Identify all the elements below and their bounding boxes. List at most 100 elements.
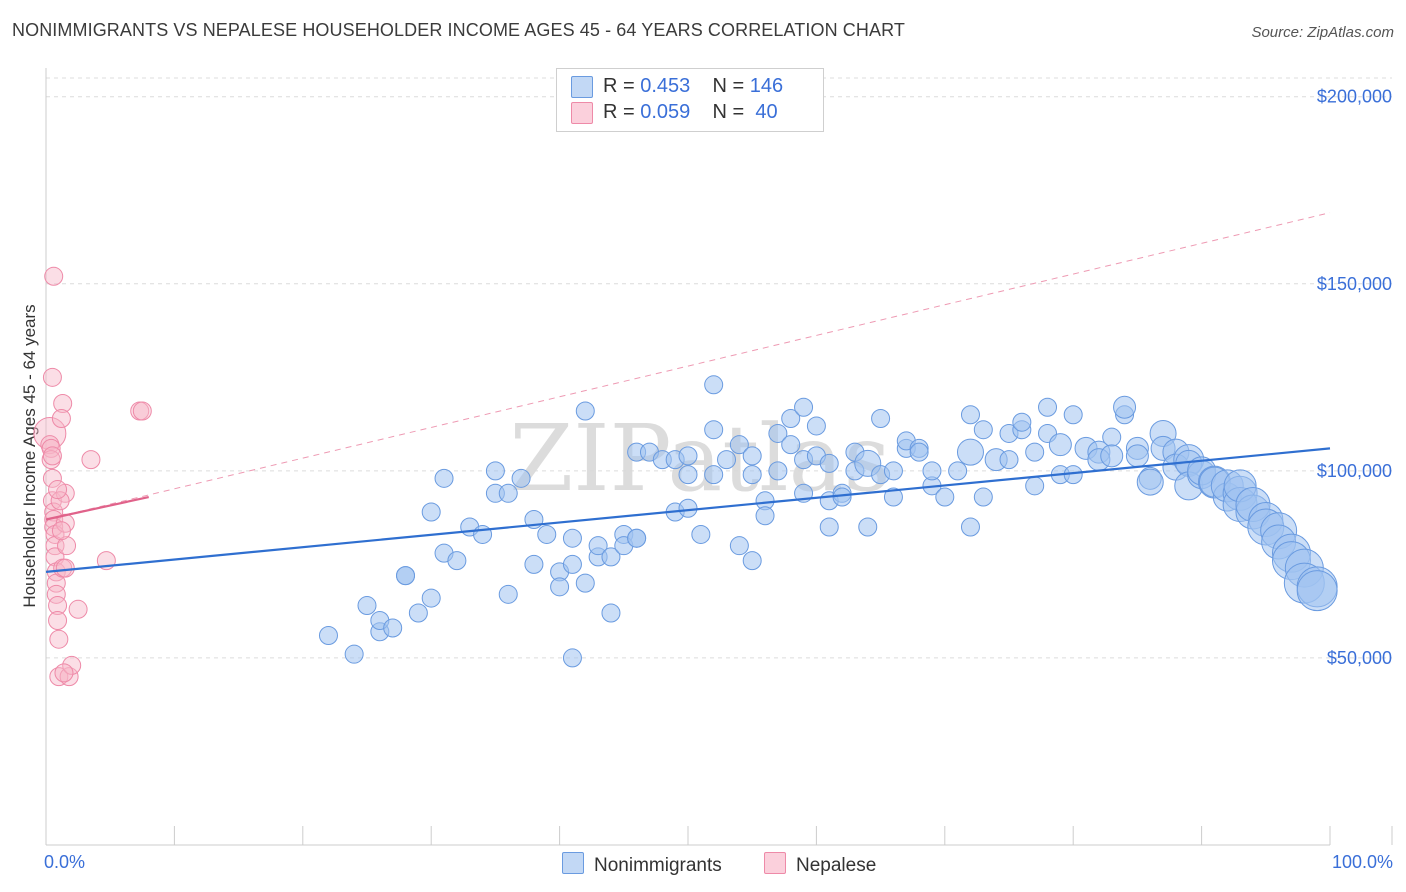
- nepalese-trend-extension: [45, 212, 1331, 520]
- nonimmigrants-point: [768, 423, 788, 443]
- nonimmigrants-point: [935, 487, 955, 507]
- nonimmigrants-point: [562, 554, 582, 574]
- nonimmigrants-point: [755, 506, 775, 526]
- nepalese-point: [57, 536, 77, 556]
- nonimmigrants-point: [956, 438, 984, 466]
- nonimmigrants-point: [678, 465, 698, 485]
- nonimmigrants-point: [922, 461, 942, 481]
- legend-swatch-nepalese: [571, 101, 593, 124]
- nonimmigrants-point: [550, 577, 570, 597]
- legend-n-label: N =: [712, 101, 745, 123]
- nonimmigrants-point: [524, 554, 544, 574]
- y-tick-label: $150,000: [1317, 274, 1392, 294]
- nepalese-point: [42, 446, 62, 466]
- nonimmigrants-trend-line: [45, 447, 1331, 573]
- nonimmigrants-point: [383, 618, 403, 638]
- legend-n-label: N =: [712, 75, 745, 97]
- y-tick-label: $200,000: [1317, 87, 1392, 107]
- nonimmigrants-point: [717, 450, 737, 470]
- nonimmigrants-point: [588, 536, 608, 556]
- nonimmigrants-point: [562, 648, 582, 668]
- y-tick-labels: $50,000 $100,000 $150,000 $200,000: [1317, 87, 1392, 668]
- nonimmigrants-point: [357, 596, 377, 616]
- nonimmigrants-point: [1113, 395, 1137, 419]
- legend-row-nepalese: R = 0.059 N = 40: [571, 101, 778, 125]
- nepalese-point: [48, 596, 68, 616]
- trend-lines: [45, 212, 1331, 573]
- nonimmigrants-point: [1102, 427, 1122, 447]
- nonimmigrants-point: [729, 435, 749, 455]
- nonimmigrants-point: [691, 524, 711, 544]
- nonimmigrants-point: [819, 453, 839, 473]
- nonimmigrants-point: [948, 461, 968, 481]
- legend-label-nepalese: Nepalese: [796, 855, 877, 876]
- nonimmigrants-point: [1025, 476, 1045, 496]
- nonimmigrants-point: [704, 465, 724, 485]
- nepalese-point: [51, 521, 71, 541]
- nepalese-point: [42, 468, 62, 488]
- legend-swatch-nepalese: [764, 852, 786, 874]
- nonimmigrants-point: [819, 517, 839, 537]
- nonimmigrants-point: [575, 401, 595, 421]
- nonimmigrants-point: [960, 517, 980, 537]
- legend-n-value: 146: [749, 75, 784, 97]
- x-tick-label-min: 0.0%: [44, 852, 86, 872]
- legend-swatch-nonimmigrants: [571, 75, 593, 98]
- nonimmigrants-point: [781, 408, 801, 428]
- nonimmigrants-point: [1136, 468, 1164, 496]
- nonimmigrants-point: [1012, 412, 1032, 432]
- nepalese-point: [49, 667, 69, 687]
- nonimmigrants-point: [1125, 444, 1149, 468]
- legend-n-value: 40: [749, 101, 778, 123]
- nepalese-point: [42, 367, 62, 387]
- nepalese-point: [54, 663, 74, 683]
- nonimmigrants-point: [858, 517, 878, 537]
- nonimmigrants-point: [1048, 433, 1072, 457]
- legend-r-value: 0.453: [640, 75, 691, 97]
- nonimmigrants-point: [562, 528, 582, 548]
- nepalese-point: [53, 394, 73, 414]
- nonimmigrants-point: [871, 408, 891, 428]
- nonimmigrants-point: [344, 644, 364, 664]
- nonimmigrants-point: [408, 603, 428, 623]
- bottom-legend-nonimmigrants: Nonimmigrants: [562, 852, 722, 877]
- nepalese-point: [59, 667, 79, 687]
- nonimmigrants-point: [883, 487, 903, 507]
- nonimmigrants-point: [794, 397, 814, 417]
- nepalese-point: [50, 491, 70, 511]
- nonimmigrants-point: [742, 465, 762, 485]
- nepalese-point: [55, 558, 75, 578]
- nonimmigrants-point: [1296, 570, 1338, 612]
- nepalese-point: [81, 450, 101, 470]
- nepalese-points: [33, 266, 152, 687]
- nepalese-point: [132, 401, 152, 421]
- nepalese-point: [62, 655, 82, 675]
- nonimmigrants-point: [421, 502, 441, 522]
- nonimmigrants-point: [601, 603, 621, 623]
- nonimmigrants-point: [498, 483, 518, 503]
- nonimmigrants-point: [909, 442, 929, 462]
- nepalese-point: [41, 438, 61, 458]
- nepalese-point: [48, 611, 68, 631]
- nonimmigrants-point: [781, 435, 801, 455]
- legend-r-label: R =: [603, 101, 635, 123]
- nonimmigrants-point: [832, 487, 852, 507]
- nonimmigrants-point: [498, 584, 518, 604]
- nonimmigrants-point: [960, 405, 980, 425]
- nepalese-point: [68, 599, 88, 619]
- nonimmigrants-point: [973, 487, 993, 507]
- nepalese-point: [51, 408, 71, 428]
- nonimmigrants-point: [742, 551, 762, 571]
- nonimmigrants-point: [883, 461, 903, 481]
- legend-r-value: 0.059: [640, 101, 691, 123]
- chart-title: NONIMMIGRANTS VS NEPALESE HOUSEHOLDER IN…: [12, 20, 905, 40]
- y-tick-label: $50,000: [1327, 648, 1392, 668]
- nonimmigrants-point: [973, 420, 993, 440]
- nonimmigrants-point: [485, 461, 505, 481]
- nonimmigrants-point: [1038, 397, 1058, 417]
- nonimmigrants-point: [729, 536, 749, 556]
- nonimmigrants-point: [447, 551, 467, 571]
- legend-swatch-nonimmigrants: [562, 852, 584, 874]
- nonimmigrants-point: [318, 625, 338, 645]
- nepalese-point: [44, 509, 64, 529]
